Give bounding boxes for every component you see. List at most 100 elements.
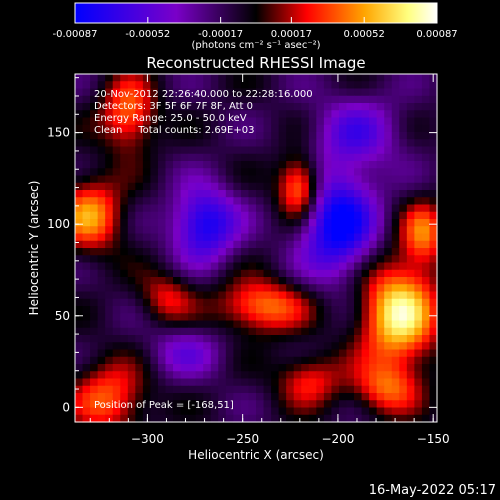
heatmap-cell — [263, 226, 272, 235]
heatmap-cell — [218, 356, 227, 365]
heatmap-cell — [376, 378, 385, 387]
heatmap-cell — [406, 211, 415, 220]
heatmap-cell — [278, 153, 287, 162]
heatmap-cell — [127, 327, 136, 336]
heatmap-cell — [188, 197, 197, 206]
heatmap-cell — [384, 320, 393, 329]
heatmap-cell — [240, 349, 250, 358]
heatmap-cell — [218, 407, 227, 416]
heatmap-cell — [421, 175, 431, 184]
heatmap-cell — [331, 378, 340, 387]
heatmap-cell — [361, 262, 370, 271]
heatmap-cell — [399, 240, 408, 249]
heatmap-cell — [263, 385, 272, 394]
heatmap-cell — [286, 255, 295, 264]
heatmap-cell — [150, 269, 159, 278]
heatmap-cell — [210, 175, 219, 184]
heatmap-cell — [316, 146, 325, 155]
heatmap-cell — [391, 255, 400, 264]
heatmap-cell — [323, 378, 333, 387]
heatmap-cell — [331, 356, 340, 365]
heatmap-cell — [271, 88, 280, 97]
heatmap-cell — [263, 371, 272, 380]
heatmap-cell — [157, 306, 167, 314]
heatmap-cell — [301, 226, 310, 235]
heatmap-cell — [157, 168, 167, 177]
heatmap-cell — [263, 211, 272, 220]
heatmap-cell — [82, 364, 91, 372]
heatmap-cell — [414, 393, 423, 401]
heatmap-cell — [376, 226, 385, 235]
heatmap-cell — [316, 197, 325, 206]
heatmap-cell — [286, 175, 295, 184]
heatmap-cell — [278, 356, 287, 365]
heatmap-cell — [248, 153, 257, 162]
heatmap-cell — [188, 400, 197, 409]
heatmap-cell — [90, 103, 99, 111]
heatmap-cell — [75, 407, 84, 416]
heatmap-cell — [240, 306, 250, 314]
heatmap-cell — [225, 182, 234, 191]
heatmap-cell — [225, 342, 234, 351]
heatmap-cell — [240, 277, 250, 285]
heatmap-cell — [97, 393, 106, 401]
heatmap-cell — [97, 168, 106, 177]
heatmap-cell — [308, 161, 317, 169]
heatmap-cell — [195, 146, 204, 155]
heatmap-cell — [120, 364, 129, 372]
heatmap-cell — [301, 211, 310, 220]
heatmap-cell — [293, 132, 302, 140]
heatmap-cell — [75, 385, 84, 394]
heatmap-cell — [278, 190, 287, 198]
heatmap-cell — [293, 103, 302, 111]
heatmap-cell — [203, 182, 212, 191]
heatmap-cell — [391, 182, 400, 191]
heatmap-cell — [316, 269, 325, 278]
heatmap-cell — [142, 190, 152, 198]
heatmap-cell — [263, 400, 272, 409]
heatmap-cell — [346, 255, 355, 264]
heatmap-cell — [278, 117, 287, 126]
heatmap-cell — [112, 255, 121, 264]
heatmap-cell — [203, 74, 212, 82]
heatmap-cell — [369, 349, 378, 358]
heatmap-cell — [157, 74, 167, 82]
heatmap-cell — [240, 211, 250, 220]
heatmap-cell — [316, 306, 325, 314]
heatmap-cell — [127, 197, 136, 206]
heatmap-cell — [278, 168, 287, 177]
heatmap-cell — [105, 226, 114, 235]
heatmap-cell — [376, 161, 385, 169]
heatmap-cell — [369, 356, 378, 365]
heatmap-cell — [256, 117, 265, 126]
heatmap-cell — [414, 371, 423, 380]
heatmap-cell — [203, 277, 212, 285]
heatmap-cell — [82, 74, 91, 82]
heatmap-cell — [391, 349, 400, 358]
heatmap-cell — [82, 233, 91, 242]
heatmap-cell — [203, 219, 212, 227]
heatmap-cell — [240, 139, 250, 148]
heatmap-cell — [286, 124, 295, 133]
heatmap-cell — [293, 110, 302, 119]
heatmap-cell — [165, 407, 174, 416]
heatmap-cell — [346, 356, 355, 365]
heatmap-cell — [338, 414, 348, 423]
heatmap-cell — [157, 284, 167, 293]
heatmap-cell — [338, 153, 348, 162]
heatmap-cell — [369, 132, 378, 140]
heatmap-cell — [369, 255, 378, 264]
heatmap-cell — [75, 313, 84, 322]
heatmap-cell — [150, 219, 159, 227]
heatmap-cell — [414, 262, 423, 271]
heatmap-cell — [331, 146, 340, 155]
heatmap-cell — [127, 277, 136, 285]
heatmap-cell — [301, 175, 310, 184]
heatmap-cell — [421, 291, 431, 300]
heatmap-cell — [369, 233, 378, 242]
heatmap-cell — [157, 132, 167, 140]
heatmap-cell — [120, 393, 129, 401]
heatmap-cell — [165, 197, 174, 206]
heatmap-cell — [188, 255, 197, 264]
heatmap-cell — [369, 320, 378, 329]
